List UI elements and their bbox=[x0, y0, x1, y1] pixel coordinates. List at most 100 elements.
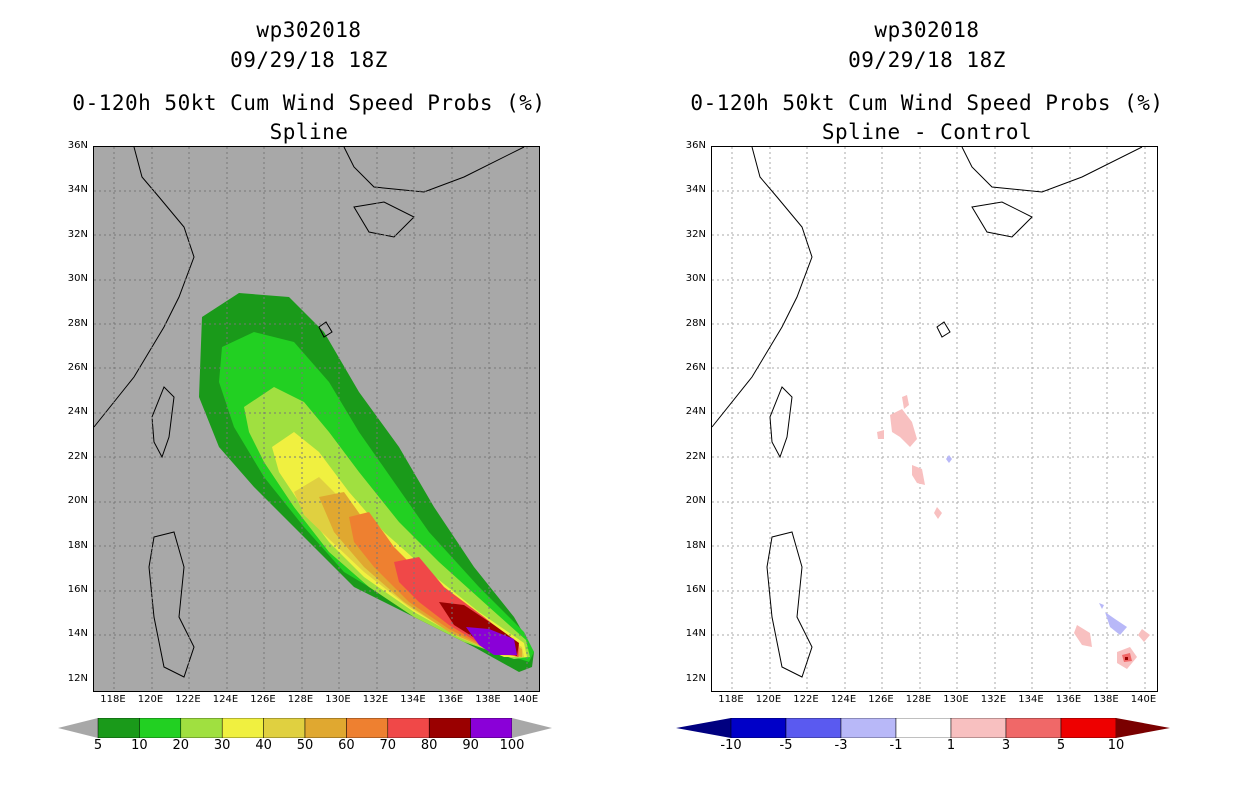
latitude-tick-label: 18N bbox=[67, 539, 88, 551]
longitude-tick-label: 132E bbox=[980, 694, 1007, 705]
colorbar-segment bbox=[1005, 718, 1062, 738]
positive-diff-area bbox=[1138, 629, 1150, 642]
colorbar-segment bbox=[304, 718, 347, 738]
latitude-tick-label: 32N bbox=[685, 228, 706, 240]
longitude-tick-label: 132E bbox=[362, 694, 389, 705]
positive-diff-area bbox=[877, 430, 884, 439]
latitude-tick-label: 22N bbox=[685, 450, 706, 462]
contour-90pct bbox=[466, 627, 517, 655]
max-diff-point bbox=[1125, 657, 1128, 660]
latitude-tick-label: 28N bbox=[67, 317, 88, 329]
colorbar-segment bbox=[263, 718, 306, 738]
colorbar-segment bbox=[840, 718, 897, 738]
latitude-tick-label: 16N bbox=[67, 584, 88, 595]
datetime-title: 09/29/18 18Z bbox=[848, 48, 1006, 72]
left-panel: wp302018 09/29/18 18Z 0-120h 50kt Cum Wi… bbox=[58, 18, 552, 753]
colorbar-tick-label: 20 bbox=[172, 738, 190, 753]
positive-diff-area bbox=[1074, 625, 1092, 647]
colorbar-tick-label: -3 bbox=[834, 738, 848, 753]
colorbar-tick-label: 10 bbox=[131, 738, 148, 753]
colorbar-over-arrow bbox=[512, 718, 552, 738]
longitude-tick-label: 118E bbox=[100, 694, 126, 705]
latitude-tick-label: 18N bbox=[685, 539, 706, 551]
difference-contours bbox=[712, 147, 1157, 691]
latitude-tick-label: 26N bbox=[67, 362, 88, 373]
longitude-tick-label: 136E bbox=[437, 694, 464, 705]
latitude-tick-label: 32N bbox=[67, 228, 88, 240]
coastline bbox=[712, 147, 1143, 678]
colorbar-tick-label: 60 bbox=[338, 738, 355, 753]
latitude-tick-label: 34N bbox=[685, 184, 706, 196]
positive-diff-area bbox=[890, 409, 917, 447]
probability-contours bbox=[94, 147, 539, 691]
longitude-tick-label: 138E bbox=[475, 694, 501, 705]
datetime-title: 09/29/18 18Z bbox=[230, 48, 388, 72]
colorbar-segment bbox=[97, 718, 140, 738]
colorbar-tick-label: 80 bbox=[420, 738, 438, 753]
colorbar-tick-label: -5 bbox=[779, 738, 793, 753]
colorbar-segment bbox=[470, 718, 513, 738]
colorbar-tick-label: 100 bbox=[499, 738, 525, 753]
longitude-tick-label: 128E bbox=[287, 694, 314, 705]
positive-diff-area bbox=[912, 465, 925, 485]
longitude-tick-label: 138E bbox=[1093, 694, 1119, 705]
colorbar-segment bbox=[387, 718, 430, 738]
colorbar-tick-label: 90 bbox=[462, 738, 479, 753]
colorbar-tick-label: 3 bbox=[1001, 738, 1011, 753]
colorbar-segment bbox=[180, 718, 223, 738]
probability-map bbox=[93, 146, 540, 692]
latitude-tick-label: 36N bbox=[685, 140, 706, 151]
latitude-tick-label: 12N bbox=[685, 672, 706, 684]
longitude-tick-label: 136E bbox=[1055, 694, 1082, 705]
colorbar-segment bbox=[1060, 718, 1117, 738]
colorbar-tick-label: 5 bbox=[93, 738, 103, 753]
method-title: Spline - Control bbox=[821, 120, 1033, 144]
colorbar-tick-label: -1 bbox=[889, 738, 903, 753]
positive-diff-area bbox=[902, 395, 909, 409]
colorbar-tick-label: 30 bbox=[213, 738, 231, 753]
right-panel: wp302018 09/29/18 18Z 0-120h 50kt Cum Wi… bbox=[618, 0, 1236, 800]
longitude-tick-label: 134E bbox=[400, 694, 426, 705]
longitude-tick-label: 140E bbox=[1130, 694, 1157, 705]
colorbar-tick-label: 10 bbox=[1107, 738, 1125, 753]
longitude-tick-label: 128E bbox=[905, 694, 932, 705]
latitude-tick-label: 14N bbox=[685, 628, 706, 640]
colorbar-tick-label: 5 bbox=[1056, 738, 1066, 753]
colorbar-tick-label: 40 bbox=[255, 738, 272, 753]
colorbar-segment bbox=[785, 718, 842, 738]
longitude-tick-label: 122E bbox=[175, 694, 201, 705]
positive-diff-area bbox=[934, 507, 942, 519]
latitude-tick-label: 34N bbox=[67, 184, 88, 196]
latitude-tick-label: 20N bbox=[685, 495, 706, 507]
colorbar-under-arrow bbox=[58, 718, 98, 738]
colorbar-segment bbox=[428, 718, 471, 738]
colorbar-tick-label: 70 bbox=[379, 738, 397, 753]
latitude-tick-label: 30N bbox=[67, 273, 88, 285]
latitude-tick-label: 24N bbox=[685, 406, 706, 418]
longitude-tick-label: 120E bbox=[137, 694, 164, 705]
storm-id-title: wp302018 bbox=[874, 18, 980, 42]
method-title: Spline bbox=[269, 120, 349, 144]
colorbar-tick-label: -10 bbox=[720, 738, 742, 753]
longitude-tick-label: 122E bbox=[793, 694, 819, 705]
longitude-tick-label: 140E bbox=[512, 694, 539, 705]
longitude-tick-label: 126E bbox=[250, 694, 276, 705]
longitude-tick-label: 134E bbox=[1018, 694, 1044, 705]
product-title: 0-120h 50kt Cum Wind Speed Probs (%) bbox=[690, 91, 1164, 115]
longitude-tick-label: 130E bbox=[325, 694, 351, 705]
longitude-tick-label: 130E bbox=[943, 694, 969, 705]
longitude-tick-label: 124E bbox=[212, 694, 239, 705]
colorbar-tick-label: 50 bbox=[296, 738, 314, 753]
colorbar-segment bbox=[895, 718, 952, 738]
colorbar-tick-label: 1 bbox=[946, 738, 956, 753]
latitude-tick-label: 12N bbox=[67, 672, 88, 684]
negative-diff-area bbox=[1105, 612, 1127, 635]
product-title: 0-120h 50kt Cum Wind Speed Probs (%) bbox=[72, 91, 546, 115]
latitude-tick-label: 24N bbox=[67, 406, 88, 418]
difference-colorbar bbox=[676, 718, 1170, 738]
colorbar-segment bbox=[221, 718, 264, 738]
colorbar-segment bbox=[950, 718, 1007, 738]
colorbar-under-arrow bbox=[676, 718, 731, 738]
latitude-tick-label: 26N bbox=[685, 362, 706, 373]
longitude-tick-label: 126E bbox=[868, 694, 894, 705]
